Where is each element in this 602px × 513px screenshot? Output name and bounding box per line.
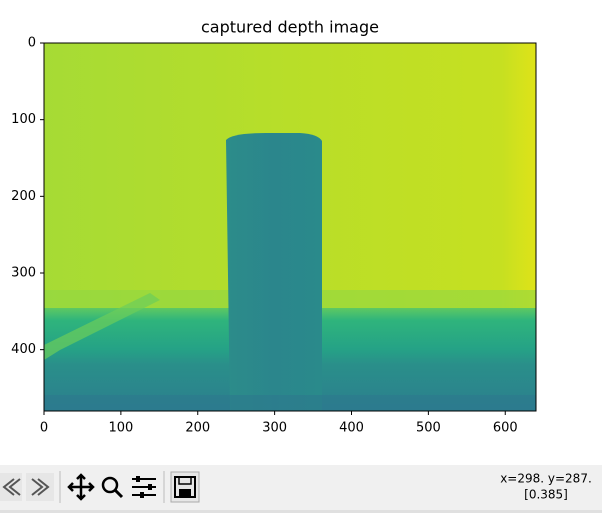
x-tick-label: 200: [185, 421, 210, 436]
image-cylinder: [226, 133, 322, 411]
y-tick-label: 300: [11, 266, 36, 281]
image: [44, 43, 536, 411]
y-tick-label: 0: [28, 36, 36, 51]
back-icon: [2, 478, 21, 496]
status-coords: x=298. y=287.: [500, 472, 592, 486]
forward-button[interactable]: [26, 473, 54, 501]
forward-icon: [31, 478, 50, 496]
zoom-button[interactable]: [101, 476, 124, 499]
y-tick-label: 400: [11, 342, 36, 357]
x-tick-label: 600: [493, 421, 518, 436]
back-button[interactable]: [0, 473, 22, 501]
axes-frame: [43, 42, 537, 412]
pan-icon: [67, 473, 95, 501]
save-icon-label: [178, 476, 192, 485]
configure-button[interactable]: [132, 476, 156, 498]
slider-knob: [140, 492, 144, 498]
toolbar-background: [0, 465, 602, 510]
status-value: [0.385]: [524, 488, 568, 502]
pan-button[interactable]: [67, 473, 95, 501]
save-icon-base: [179, 489, 191, 497]
bottom-strip: [0, 510, 602, 513]
button-face: [26, 473, 54, 501]
slider-knob: [136, 476, 140, 482]
toolbar: x=298. y=287. [0.385]: [0, 465, 602, 510]
x-tick-label: 100: [108, 421, 133, 436]
x-tick-label: 400: [339, 421, 364, 436]
image-shadow: [44, 293, 160, 360]
y-tick-label: 200: [11, 189, 36, 204]
save-button[interactable]: [170, 471, 200, 503]
zoom-icon: [101, 476, 119, 494]
x-tick-label: 300: [262, 421, 287, 436]
zoom-icon-handle: [113, 488, 124, 499]
slider-knob: [148, 484, 152, 490]
y-tick-label: 100: [11, 112, 36, 127]
image-floor: [44, 395, 536, 411]
chart-title: captured depth image: [201, 18, 379, 37]
x-tick-label: 0: [40, 421, 48, 436]
x-tick-label: 500: [416, 421, 441, 436]
